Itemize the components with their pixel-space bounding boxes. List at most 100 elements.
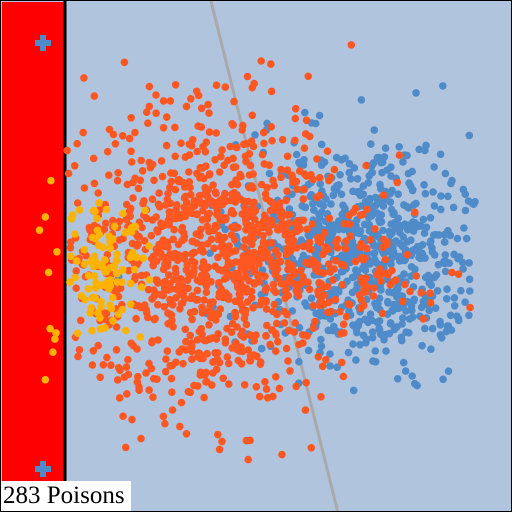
data-point <box>326 362 334 370</box>
data-point <box>172 358 180 367</box>
data-point <box>427 345 435 354</box>
data-point <box>442 295 451 303</box>
data-point <box>249 351 258 359</box>
data-point <box>123 180 132 189</box>
poison-unit: Poisons <box>46 482 125 509</box>
data-point <box>280 319 289 327</box>
data-point <box>421 189 430 198</box>
data-point <box>316 214 324 222</box>
data-point <box>116 366 124 375</box>
data-point <box>437 334 446 342</box>
data-point <box>218 437 226 446</box>
data-point <box>359 264 367 273</box>
data-point <box>246 357 255 365</box>
data-point <box>352 266 360 274</box>
data-point <box>186 308 195 317</box>
data-point <box>107 361 115 370</box>
data-point <box>103 353 111 362</box>
data-point <box>169 235 177 244</box>
data-point <box>412 272 421 280</box>
data-point <box>47 176 55 185</box>
data-point <box>88 293 97 302</box>
data-point <box>378 309 387 318</box>
data-point <box>161 419 169 428</box>
data-point <box>302 378 311 387</box>
data-point <box>220 233 229 242</box>
data-point <box>257 180 266 189</box>
data-point <box>109 293 117 302</box>
data-point <box>148 337 156 345</box>
data-point <box>88 233 97 242</box>
data-point <box>262 296 270 305</box>
data-point <box>247 182 256 190</box>
data-point <box>368 334 377 342</box>
data-point <box>96 373 104 382</box>
data-point <box>73 329 82 338</box>
data-point <box>228 180 236 189</box>
data-point <box>96 314 104 322</box>
data-point <box>147 231 156 240</box>
data-point <box>405 179 413 187</box>
data-point <box>149 374 158 383</box>
data-point <box>101 219 110 228</box>
data-point <box>313 193 321 202</box>
data-point <box>134 184 143 193</box>
data-point <box>200 190 209 198</box>
data-point <box>214 253 222 262</box>
data-point <box>221 83 230 91</box>
data-point <box>303 225 311 234</box>
data-point <box>444 192 452 201</box>
data-point <box>431 304 440 313</box>
data-point <box>393 178 402 187</box>
data-point <box>185 168 193 176</box>
data-point <box>410 295 419 304</box>
data-point <box>177 275 185 284</box>
data-point <box>199 258 208 266</box>
data-point <box>241 152 250 161</box>
data-point <box>106 263 115 272</box>
data-point <box>255 392 264 401</box>
data-point <box>261 272 269 281</box>
data-point <box>441 258 450 266</box>
data-point <box>250 337 258 345</box>
data-point <box>91 207 99 216</box>
data-point <box>386 198 395 206</box>
data-point <box>145 276 154 284</box>
plus-icon[interactable] <box>35 461 51 477</box>
data-point <box>105 171 113 179</box>
data-point <box>337 260 346 269</box>
data-point <box>157 219 165 227</box>
data-point <box>395 151 404 159</box>
data-point <box>329 191 338 200</box>
data-point <box>325 214 334 223</box>
data-point <box>281 294 290 303</box>
data-point <box>196 164 205 172</box>
data-point <box>127 339 135 348</box>
data-point <box>137 156 145 165</box>
data-point <box>220 275 229 283</box>
data-point <box>308 220 317 228</box>
data-point <box>188 315 196 324</box>
data-point <box>168 388 176 397</box>
data-point <box>224 359 233 368</box>
data-point <box>278 213 286 221</box>
data-point <box>168 316 176 325</box>
data-point <box>357 295 366 304</box>
data-point <box>124 370 133 379</box>
data-point <box>252 331 260 339</box>
plus-icon[interactable] <box>35 35 51 51</box>
data-point <box>243 72 252 81</box>
data-point <box>173 201 181 209</box>
data-point <box>238 327 247 336</box>
data-point <box>160 284 169 293</box>
data-point <box>151 289 160 297</box>
data-point <box>166 97 175 105</box>
data-point <box>396 257 404 265</box>
data-point <box>284 357 292 365</box>
data-point <box>408 372 417 380</box>
data-point <box>292 382 301 391</box>
data-point <box>167 212 175 220</box>
data-point <box>203 377 211 386</box>
data-point <box>250 215 259 224</box>
data-point <box>109 216 117 225</box>
